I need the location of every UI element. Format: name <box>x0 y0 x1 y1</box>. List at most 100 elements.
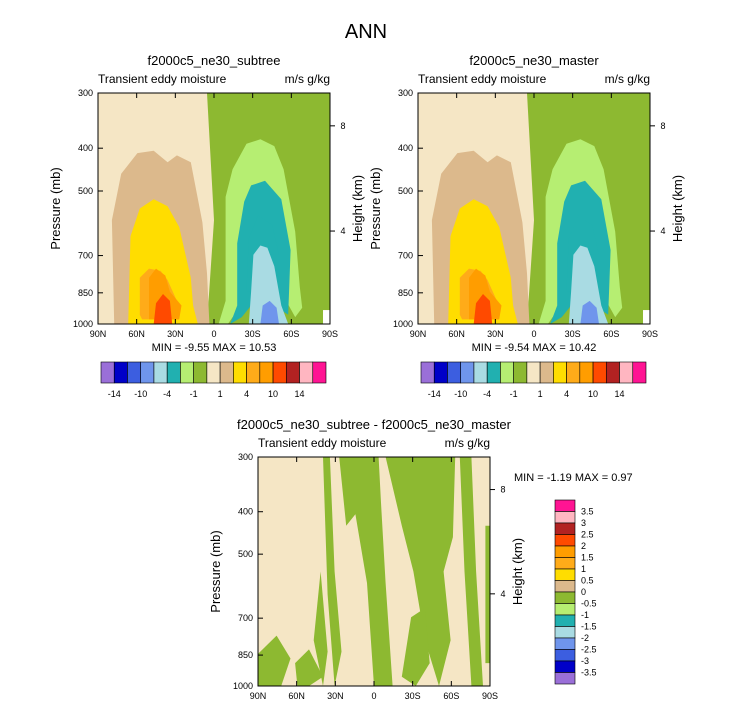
colorbar-label: 14 <box>615 389 625 399</box>
colorbar-swatch <box>219 361 234 384</box>
y-tick-label: 300 <box>398 88 413 98</box>
y2-axis-label: Height (km) <box>670 175 685 242</box>
diff-fill-negative-6 <box>295 649 323 686</box>
colorbar-label: 10 <box>268 389 278 399</box>
panel-stats: MIN = -1.19 MAX = 0.97 <box>514 472 633 484</box>
colorbar-swatch <box>153 361 168 384</box>
contour-fill-12 <box>473 294 493 324</box>
colorbar-swatch <box>554 637 576 650</box>
colorbar-swatch <box>566 361 581 384</box>
x-tick-label: 0 <box>211 329 216 339</box>
colorbar-swatch <box>312 361 327 384</box>
colorbar-label: -1.5 <box>581 622 597 632</box>
x-tick-label: 60N <box>128 329 145 339</box>
colorbar-label: -1 <box>190 389 198 399</box>
x-tick-label: 90S <box>642 329 658 339</box>
colorbar-label: 3.5 <box>581 507 594 517</box>
panel-right-label: m/s g/kg <box>285 72 330 86</box>
missing-data <box>323 310 330 324</box>
colorbar-swatch <box>554 580 576 593</box>
diff-fill-negative-8 <box>485 525 490 664</box>
colorbar-swatch <box>554 545 576 558</box>
colorbar-swatch <box>554 522 576 535</box>
colorbar-label: -14 <box>428 389 441 399</box>
x-tick-label: 90N <box>250 691 267 701</box>
colorbar-label: -10 <box>134 389 147 399</box>
x-tick-label: 30N <box>327 691 344 701</box>
colorbar-swatch <box>554 672 576 685</box>
colorbar-label: 2.5 <box>581 530 594 540</box>
colorbar-swatch <box>554 557 576 570</box>
colorbar-diff: 3.53 2.52 1.51 0.50 -0.5-1 -1.5-2 -2.5-3 -3.5 <box>554 499 597 685</box>
y-tick-label: 700 <box>238 613 253 623</box>
colorbar-swatch <box>285 361 300 384</box>
colorbar-label: 10 <box>588 389 598 399</box>
colorbar-label: 0 <box>581 587 586 597</box>
colorbar-swatch <box>206 361 221 384</box>
colorbar-swatch <box>579 361 594 384</box>
panel-title: f2000c5_ne30_subtree <box>147 53 280 68</box>
colorbar-swatch <box>539 361 554 384</box>
colorbar-swatch <box>127 361 142 384</box>
y-tick-label: 300 <box>78 88 93 98</box>
y2-tick-label: 8 <box>340 121 345 131</box>
diff-fill-negative-3 <box>459 457 483 686</box>
y-tick-label: 850 <box>398 288 413 298</box>
colorbar-label: -3.5 <box>581 668 597 678</box>
y-tick-label: 1000 <box>393 319 413 329</box>
colorbar-swatch <box>420 361 435 384</box>
y2-tick-label: 4 <box>660 226 665 236</box>
colorbar-swatch <box>180 361 194 384</box>
y-axis-label: Pressure (mb) <box>368 167 383 249</box>
missing-data <box>643 310 650 324</box>
colorbar-top-left: -14 -10 -4 -1 1 4 10 14 <box>100 361 327 399</box>
colorbar-swatch <box>553 361 567 384</box>
panel-left-label: Transient eddy moisture <box>418 72 547 86</box>
x-tick-label: 90S <box>482 691 498 701</box>
x-tick-label: 60N <box>448 329 465 339</box>
colorbar-label: 1 <box>218 389 223 399</box>
panel-right-label: m/s g/kg <box>445 436 490 450</box>
colorbar-swatch <box>554 591 576 604</box>
x-tick-label: 90N <box>410 329 427 339</box>
contour-fill-12 <box>153 294 173 324</box>
colorbar-label: 1 <box>538 389 543 399</box>
colorbar-swatch <box>447 361 462 384</box>
x-tick-label: 60S <box>283 329 299 339</box>
colorbar-label: -2 <box>581 633 589 643</box>
colorbar-swatch <box>619 361 634 384</box>
colorbar-swatch <box>259 361 274 384</box>
x-tick-label: 30S <box>565 329 581 339</box>
y-tick-label: 850 <box>238 650 253 660</box>
colorbar-label: -1 <box>510 389 518 399</box>
colorbar-swatch <box>473 361 488 384</box>
y-tick-label: 700 <box>78 251 93 261</box>
panel-left-label: Transient eddy moisture <box>258 436 387 450</box>
contour-fill-minus-10 <box>580 300 599 324</box>
x-tick-label: 90N <box>90 329 107 339</box>
colorbar-swatch <box>233 361 247 384</box>
colorbar-label: -4 <box>483 389 491 399</box>
panel-0: 90N 60N 30N 0 30S 60S 90S 300 400 500 700 850 1000 8 4… <box>48 53 365 354</box>
y2-axis-label: Height (km) <box>350 175 365 242</box>
colorbar-swatch <box>554 511 576 524</box>
colorbar-label: 4 <box>564 389 569 399</box>
panel-1: 90N 60N 30N 0 30S 60S 90S 300 400 500 700 850 1000 8 4… <box>368 53 685 354</box>
colorbar-swatch <box>113 361 128 384</box>
colorbar-label: 2 <box>581 541 586 551</box>
colorbar-swatch <box>554 649 576 662</box>
figure-title: ANN <box>345 21 387 43</box>
y2-tick-label: 8 <box>660 121 665 131</box>
colorbar-swatch <box>166 361 181 384</box>
panel-2: 90N 60N 30N 0 30S 60S 90S 300 400 500 700 850 1000 8 4… <box>208 417 633 701</box>
panel-left-label: Transient eddy moisture <box>98 72 227 86</box>
x-tick-label: 90S <box>322 329 338 339</box>
diff-fill-negative-1 <box>339 457 393 686</box>
y-tick-label: 400 <box>238 507 253 517</box>
colorbar-label: -4 <box>163 389 171 399</box>
diff-fill-negative-7 <box>401 608 430 686</box>
y-axis-label: Pressure (mb) <box>48 167 63 249</box>
colorbar-swatch <box>433 361 448 384</box>
x-tick-label: 60S <box>603 329 619 339</box>
